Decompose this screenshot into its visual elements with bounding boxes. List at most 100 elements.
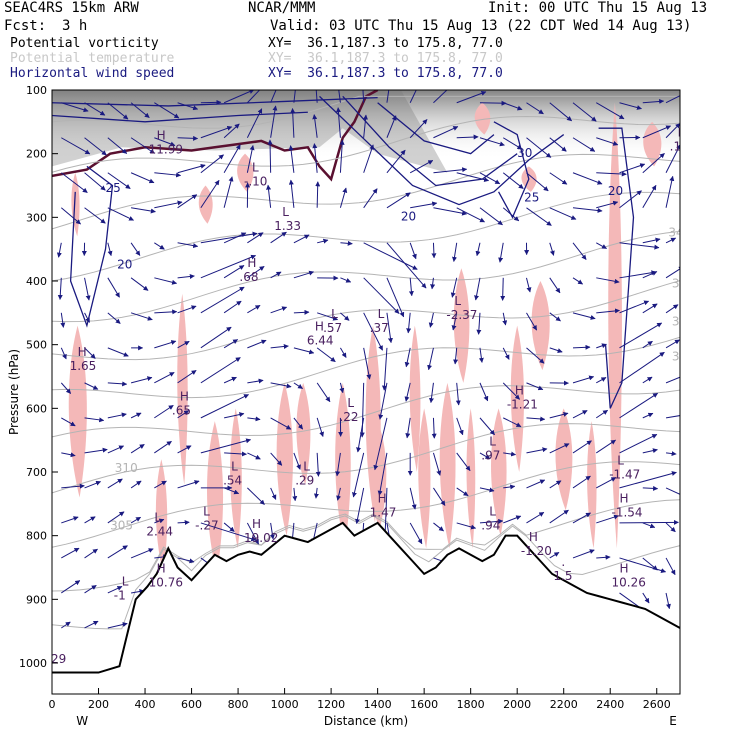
wind-vector [619,322,663,349]
pv-extremum-value: -.10 [244,175,267,189]
wind-vector [572,475,591,489]
wind-vector [526,312,538,331]
pv-extremum-value: .12 [670,139,689,153]
wind-vector [595,439,616,454]
wind-speed-contour [598,127,635,409]
wind-vector [290,108,296,138]
wind-vector [338,90,341,103]
wind-vector [316,312,339,321]
pv-extremum-value: -1 [114,588,126,602]
wind-vector [247,416,261,422]
wind-vector [107,511,125,524]
pv-extremum-mark: L [231,460,238,474]
wind-vector [339,382,345,394]
wind-vector [386,115,397,138]
wind-vector [84,417,105,423]
wind-speed-contour [493,121,530,219]
x-tick-label: 600 [181,698,202,711]
theta-isentrope [52,385,680,438]
wind-vector [405,417,411,439]
wind-vector [84,516,96,524]
wind-vector [130,242,141,256]
wind-vector [596,137,619,146]
wind-vector [60,382,72,394]
wind-vector [154,102,180,119]
pv-positive-region [587,421,597,549]
forecast-label: Fcst: [4,18,47,34]
wind-vector [430,277,436,290]
wind-vector [107,277,120,298]
pv-extremum-value: .37 [370,321,389,335]
wind-vector [177,340,190,349]
wind-vector [596,308,621,314]
wind-vector [549,277,561,294]
wind-vector [131,207,156,214]
pv-extremum-value: 10.76 [149,576,183,590]
wind-vector [84,172,106,191]
wind-vector [312,143,318,173]
wind-vector [642,376,653,384]
wind-vector [572,312,596,320]
wind-vector [56,242,62,258]
terrain-fill [52,522,680,694]
pv-extremum-value: -1.47 [609,467,640,481]
init-time: Init: 00 UTC Thu 15 Aug 13 [488,0,708,16]
pv-extremum-mark: . [561,555,565,569]
wind-vector [223,376,237,384]
wind-vector [479,518,504,524]
pv-extremum-value: 10.26 [612,576,646,590]
wind-vector [549,172,568,185]
wind-vector [154,172,182,178]
wind-vector [200,394,249,419]
wind-vector [270,452,283,466]
wind-vector [247,265,265,279]
wind-vector [433,167,468,174]
wind-vector [107,207,134,221]
wind-vector [456,207,485,223]
wind-vector [107,102,129,120]
x-tick-label: 1800 [457,698,485,711]
wind-vector [293,270,315,279]
wind-vector [154,480,167,489]
wind-vector [339,139,345,173]
wind-vector [596,554,611,560]
wind-vector [642,153,665,174]
pv-extremum-value: .65 [172,404,191,418]
wind-vector [84,620,99,629]
wind-vector [60,347,67,360]
wind-vector [223,265,245,279]
wind-vector [270,231,287,244]
wind-vector [270,90,277,103]
wind-vector [596,514,619,524]
wind-vector [154,440,172,454]
pv-extremum-mark: L [489,434,496,448]
wind-vector [177,163,206,174]
wind-vector [549,411,569,419]
wind-vector [84,277,91,301]
plot-frame [51,89,681,695]
wind-vector [200,231,258,244]
wind-vector [456,134,479,140]
x-tick-label: 800 [228,698,249,711]
wind-vector [224,412,245,419]
wind-vector [247,487,265,505]
wind-vector [549,312,561,322]
wind-vector [596,200,619,209]
pv-positive-region [439,382,456,549]
wind-vector [177,480,200,489]
wind-vector [154,242,165,250]
wind-vector [642,412,654,419]
wind-vector [498,242,504,263]
pv-extremum-mark: H [157,562,166,576]
pv-extremum-value: 29 [51,652,66,666]
pv-extremum-value: -1.54 [612,506,643,520]
wind-vector [130,412,142,419]
pv-positive-region [230,408,242,549]
pv-extremum-value: 1.5 [553,569,572,583]
pv-extremum-mark: H [620,562,629,576]
wind-vector [526,511,545,524]
wind-vector [596,102,625,120]
x-tick-label: 2600 [643,698,671,711]
wind-vector [409,242,417,260]
wind-vector [456,417,464,436]
